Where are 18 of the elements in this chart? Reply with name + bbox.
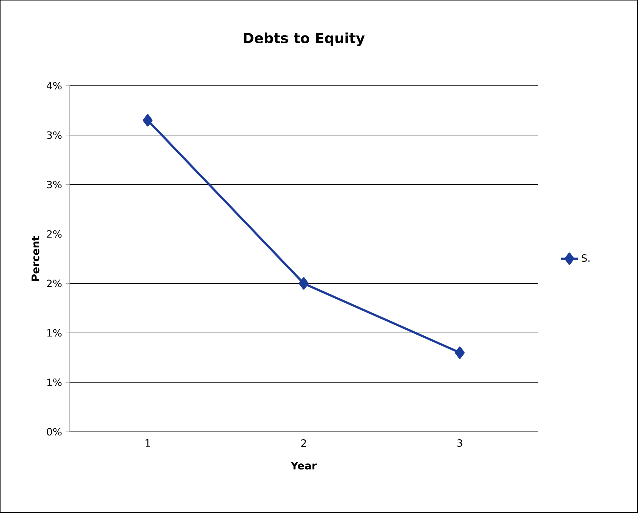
- point: [299, 278, 309, 290]
- point: [455, 346, 465, 360]
- y-tick-label: 1%: [48, 378, 62, 386]
- y-tick-label: 0%: [47, 428, 62, 436]
- x-tick-label: 2: [302, 440, 306, 448]
- x-tick-label: 1: [146, 440, 150, 447]
- y-tick-label: 1%: [48, 329, 62, 337]
- point: [143, 114, 153, 127]
- y-tick-label: 2%: [47, 280, 62, 288]
- y-tick-label: 4%: [47, 82, 62, 90]
- y-tick-label: 3%: [47, 181, 62, 189]
- chart-title: Debts to Equity: [244, 32, 365, 46]
- legend-label: S.: [582, 254, 590, 262]
- y-tick-label: 3%: [47, 132, 62, 140]
- y-tick-label: 2%: [47, 230, 62, 238]
- x-tick-label: 3: [458, 440, 462, 448]
- x-axis-title: Year: [290, 462, 317, 470]
- y-axis-title: Percent: [32, 236, 40, 281]
